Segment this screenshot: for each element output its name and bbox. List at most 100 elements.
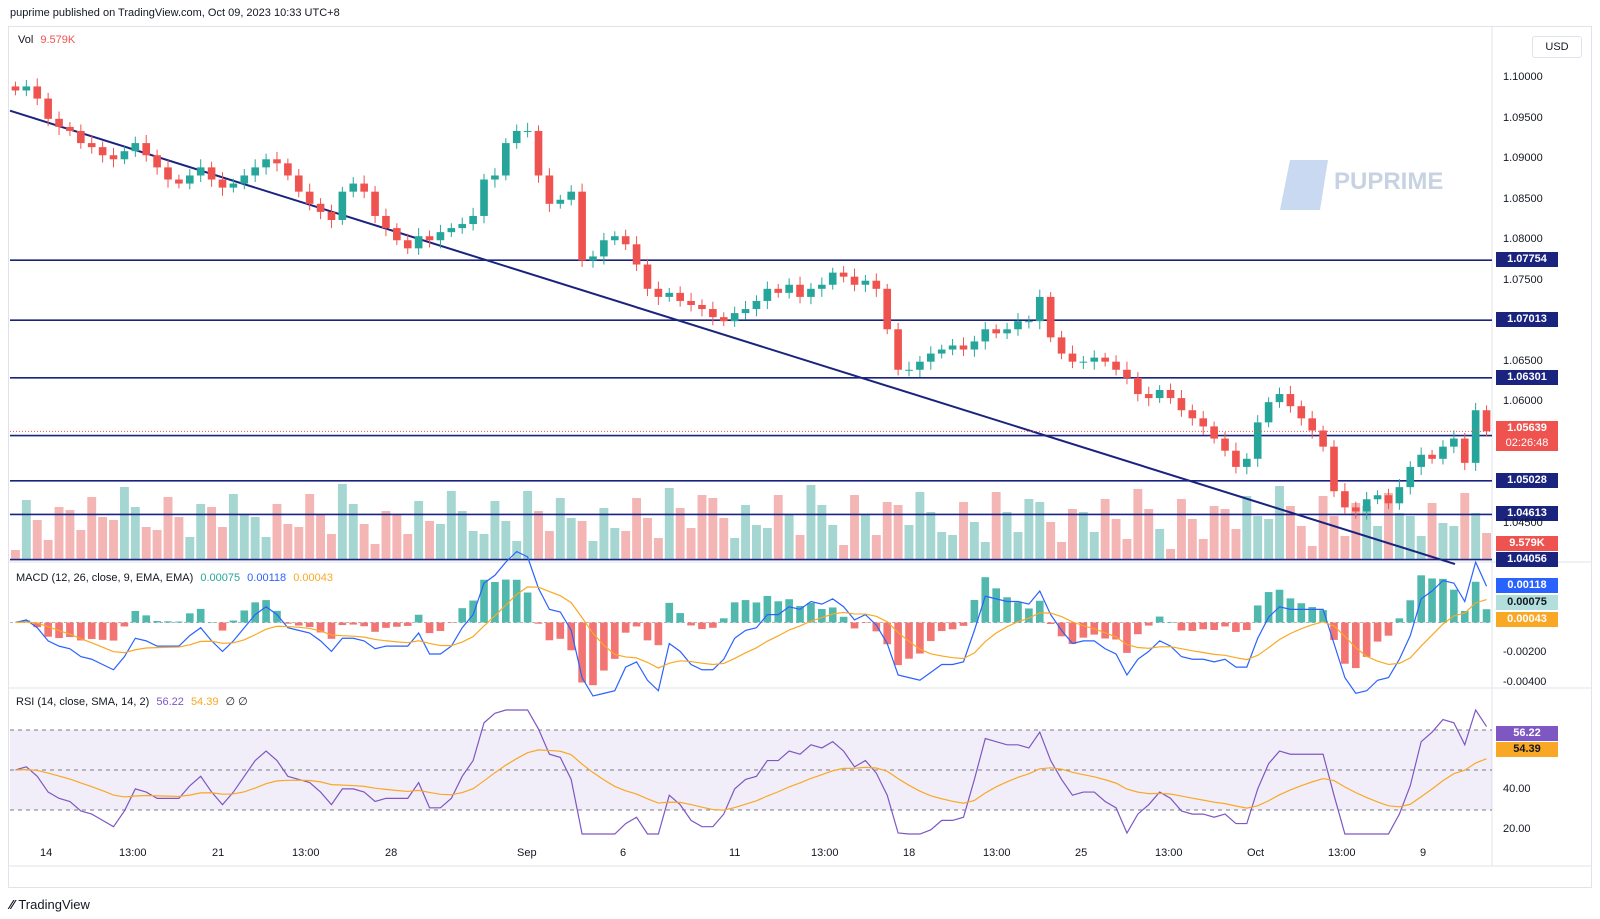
rsi-legend: RSI (14, close, SMA, 14, 2) 56.22 54.39 … — [16, 695, 248, 708]
level-price-label: 1.04613 — [1496, 506, 1558, 522]
rsi-title: RSI (14, close, SMA, 14, 2) — [16, 696, 150, 708]
macd-histogram-bar — [251, 602, 259, 623]
macd-histogram-bar — [556, 622, 565, 639]
macd-histogram-bar — [1286, 598, 1295, 623]
volume-bar — [1482, 533, 1491, 560]
macd-histogram-bar — [850, 622, 859, 629]
macd-histogram-bar — [273, 610, 281, 623]
macd-histogram-bar — [98, 622, 107, 640]
tradingview-brand[interactable]: ⁄⁄ TradingView — [10, 897, 90, 912]
candle-body — [1373, 495, 1382, 500]
volume-bar — [1100, 499, 1110, 560]
macd-histogram-bar — [534, 622, 543, 624]
candle-body — [1428, 454, 1436, 459]
candle-body — [1101, 357, 1109, 362]
price-axis-tick: 1.04500 — [1503, 516, 1543, 529]
volume-bar — [610, 528, 620, 560]
macd-histogram-bar — [1275, 589, 1284, 623]
volume-bar — [1362, 506, 1372, 560]
macd-histogram-bar — [218, 622, 227, 631]
macd-histogram-bar — [1123, 622, 1131, 653]
volume-bar — [1307, 546, 1317, 560]
macd-histogram-bar — [1319, 610, 1327, 623]
candle-body — [1079, 361, 1088, 363]
macd-histogram-bar — [774, 601, 783, 623]
candle-body — [752, 300, 761, 310]
macd-histogram-bar — [1471, 581, 1480, 623]
volume-legend: Vol 9.579K — [18, 34, 75, 46]
currency-button[interactable]: USD — [1532, 36, 1582, 58]
macd-histogram-bar — [905, 622, 913, 659]
macd-histogram-bar — [1406, 600, 1415, 623]
candle-body — [414, 236, 423, 249]
macd-histogram-bar — [229, 620, 238, 623]
volume-bar — [1449, 526, 1459, 560]
macd-histogram-bar — [66, 622, 74, 638]
volume-bar — [555, 498, 565, 560]
volume-bar — [381, 511, 391, 560]
macd-value-label: 0.00075 — [1496, 595, 1558, 610]
volume-value: 9.579K — [40, 34, 76, 46]
volume-bar — [392, 514, 402, 560]
volume-bar — [446, 491, 456, 560]
macd-histogram-bar — [185, 613, 194, 623]
macd-histogram-bar — [545, 622, 554, 641]
candle-body — [1090, 357, 1099, 362]
candle-body — [294, 175, 303, 192]
macd-histogram-bar — [818, 608, 826, 623]
level-price-label: 1.05028 — [1496, 472, 1558, 488]
candle-body — [1057, 337, 1066, 354]
candle-body — [926, 353, 935, 362]
volume-bar — [839, 545, 849, 560]
volume-bar — [21, 500, 31, 560]
volume-bar — [359, 524, 369, 560]
candle-body — [1210, 426, 1218, 439]
macd-histogram-bar — [1014, 602, 1022, 623]
macd-histogram-bar — [1308, 607, 1317, 623]
macd-histogram-bar — [393, 622, 401, 627]
candle-body — [1046, 296, 1055, 338]
macd-histogram-bar — [196, 608, 205, 623]
candle-body — [523, 130, 532, 132]
candle-body — [1417, 454, 1425, 467]
candle-body — [796, 284, 804, 297]
candle-body — [207, 167, 216, 180]
candle-body — [818, 284, 826, 289]
volume-bar — [479, 534, 489, 560]
volume-bar — [1176, 499, 1186, 560]
candle-body — [491, 175, 499, 180]
macd-histogram-bar — [436, 622, 445, 631]
macd-histogram-bar — [1221, 622, 1229, 627]
macd-histogram-bar — [316, 622, 325, 633]
time-axis-tick: 13:00 — [811, 847, 839, 859]
macd-histogram-bar — [828, 607, 837, 623]
volume-bar — [1438, 523, 1448, 560]
macd-histogram-bar — [1264, 592, 1273, 623]
macd-histogram-bar — [491, 581, 499, 623]
macd-histogram-bar — [894, 622, 902, 666]
publish-header: puprime published on TradingView.com, Oc… — [10, 7, 340, 19]
macd-value-label: 0.00043 — [1496, 612, 1558, 627]
volume-bar — [566, 518, 576, 560]
candle-body — [1014, 321, 1022, 330]
level-price-label: 1.06301 — [1496, 369, 1558, 385]
candle-body — [164, 167, 172, 180]
candle-body — [109, 155, 118, 160]
volume-bar — [1209, 506, 1219, 560]
macd-histogram-bar — [458, 608, 467, 623]
macd-histogram-bar — [861, 622, 870, 624]
candle-body — [894, 329, 902, 370]
volume-bar — [741, 505, 750, 560]
candle-body — [1123, 369, 1131, 378]
volume-bar — [425, 521, 434, 560]
candle-body — [371, 191, 379, 216]
chart-frame — [8, 26, 1592, 888]
candle-body — [87, 143, 96, 148]
volume-bar — [316, 514, 326, 560]
candle-body — [251, 167, 259, 176]
time-axis-tick: 13:00 — [1328, 847, 1356, 859]
price-axis-tick: 1.08000 — [1503, 233, 1543, 246]
macd-histogram-bar — [153, 621, 161, 623]
volume-bar — [1078, 512, 1088, 560]
candle-body — [719, 317, 728, 322]
